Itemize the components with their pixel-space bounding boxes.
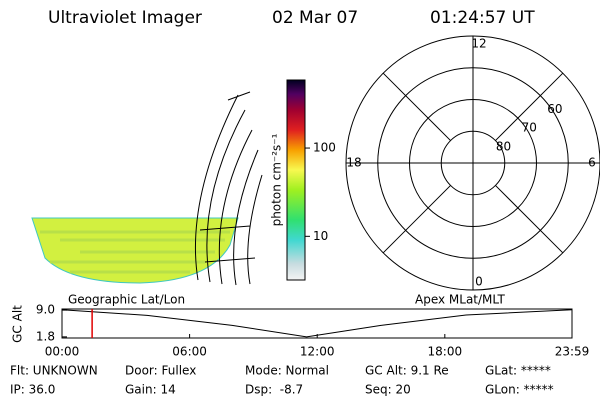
status-field: IP: 36.0	[10, 383, 55, 397]
status-field: Seq: 20	[365, 383, 411, 397]
mlt-label: 12	[471, 37, 486, 51]
ring-label: 70	[522, 121, 537, 135]
polar-ring	[409, 99, 537, 227]
timeline-ylabel: GC Alt	[11, 305, 25, 343]
polar-diagonal	[382, 185, 451, 254]
auroral-image	[31, 91, 263, 286]
x-tick-label: 06:00	[172, 345, 207, 359]
status-field: GLon: *****	[485, 383, 554, 397]
mlt-label: 0	[475, 275, 483, 289]
time: 01:24:57 UT	[430, 8, 535, 28]
status-field: Flt: UNKNOWN	[10, 364, 98, 378]
x-tick-label: 23:59	[555, 345, 590, 359]
status-field: Door: Fullex	[125, 364, 196, 378]
date: 02 Mar 07	[272, 8, 358, 28]
x-tick-label: 18:00	[428, 345, 463, 359]
ring-label: 80	[496, 139, 511, 153]
mlt-label: 6	[588, 156, 596, 170]
map-label: Geographic Lat/Lon	[68, 293, 185, 307]
map-label: Apex MLat/MLT	[415, 293, 505, 307]
altitude-curve	[61, 309, 573, 338]
status-field: Gain: 14	[125, 383, 176, 397]
y-tick-label: 9.0	[36, 303, 55, 317]
status-field: GC Alt: 9.1 Re	[365, 364, 449, 378]
colorbar-tick-label: 10	[313, 229, 328, 243]
colorbar-tick-label: 100	[313, 141, 336, 155]
mlt-label: 18	[346, 156, 361, 170]
polar-ring	[440, 130, 506, 196]
polar-diagonal	[495, 185, 564, 254]
status-field: GLat: *****	[485, 364, 551, 378]
instrument: Ultraviolet Imager	[48, 8, 202, 28]
y-tick-label: 1.8	[36, 329, 55, 343]
polar-diagonal	[382, 72, 451, 141]
polar-ring	[377, 67, 569, 259]
polar-diagonal	[495, 72, 564, 141]
x-tick-label: 12:00	[300, 345, 335, 359]
x-tick-label: 00:00	[45, 345, 80, 359]
colorbar-label: photon cm⁻²s⁻¹	[270, 133, 284, 226]
status-field: Dsp: -8.7	[245, 383, 303, 397]
colorbar	[286, 79, 306, 281]
ring-label: 60	[547, 102, 562, 116]
status-field: Mode: Normal	[245, 364, 329, 378]
